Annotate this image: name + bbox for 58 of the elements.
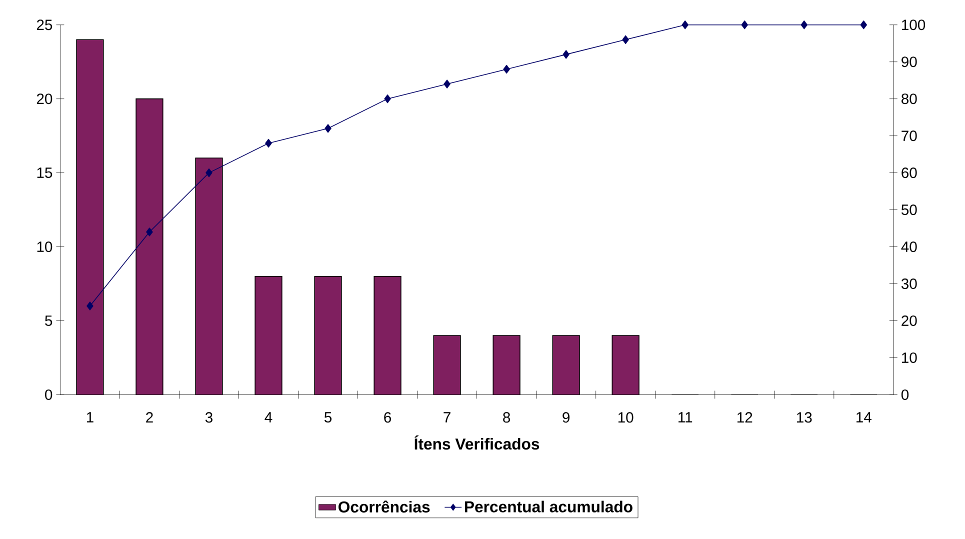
bar — [136, 98, 164, 395]
bar — [314, 276, 342, 395]
x-tick-label: 13 — [797, 412, 812, 423]
bar — [612, 335, 640, 395]
x-tick-label: 14 — [856, 412, 872, 422]
legend-label: Ocorrências — [338, 500, 430, 513]
x-tick-label: 1 — [86, 412, 94, 422]
x-tick-label: 11 — [678, 412, 692, 422]
y2-tick-label: 20 — [902, 316, 917, 326]
x-tick-label: 8 — [503, 412, 510, 423]
point — [206, 168, 212, 178]
y-tick-label: 20 — [36, 94, 52, 104]
point — [444, 80, 450, 88]
y2-tick-label: 90 — [902, 56, 917, 68]
x-tick-label: 9 — [562, 412, 570, 423]
y2-tick-label: 100 — [902, 20, 926, 30]
y2-tick-label: 40 — [901, 242, 917, 252]
y-tick-label: 0 — [45, 390, 52, 400]
point — [146, 228, 153, 236]
x-tick-label: 12 — [737, 412, 752, 423]
point — [503, 64, 510, 74]
point — [384, 94, 391, 104]
x-tick-label: 2 — [146, 412, 153, 423]
bar — [195, 158, 223, 395]
point — [562, 50, 570, 59]
x-tick-label: 10 — [618, 412, 634, 423]
x-tick-label: 5 — [324, 412, 332, 423]
bar — [254, 276, 282, 395]
x-tick-label: 6 — [384, 412, 392, 423]
y-tick-label: 5 — [45, 316, 52, 326]
bar — [76, 39, 104, 395]
point — [741, 20, 748, 30]
y2-tick-label: 30 — [901, 278, 917, 290]
bar — [433, 335, 461, 395]
y-tick-label: 10 — [37, 242, 52, 252]
bar — [492, 335, 520, 395]
y2-tick-label: 60 — [902, 168, 917, 178]
y-tick-label: 15 — [37, 168, 52, 178]
point — [324, 124, 332, 133]
y2-tick-label: 80 — [902, 94, 917, 104]
point — [265, 138, 272, 148]
legend-label: Percentual acumulado — [465, 500, 632, 512]
y2-tick-label: 0 — [901, 390, 909, 400]
y2-tick-label: 10 — [902, 352, 917, 364]
point — [682, 20, 688, 30]
x-tick-label: 7 — [444, 412, 450, 422]
point — [860, 20, 868, 30]
x-axis-title: Ítens Verificados — [414, 435, 540, 450]
y-tick-label: 25 — [36, 20, 52, 30]
y2-tick-label: 70 — [902, 130, 917, 142]
x-tick-label: 4 — [264, 412, 272, 422]
x-tick-label: 3 — [205, 412, 212, 423]
bar — [552, 335, 580, 395]
y2-tick-label: 50 — [901, 204, 917, 216]
point — [86, 302, 94, 310]
point — [800, 20, 808, 30]
bar — [374, 276, 402, 395]
point — [622, 35, 629, 44]
